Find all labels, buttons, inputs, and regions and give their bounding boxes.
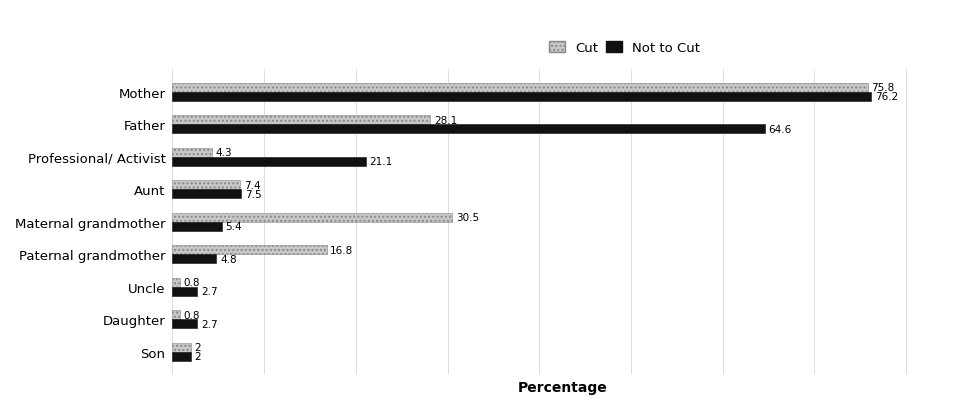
Legend: Cut, Not to Cut: Cut, Not to Cut — [543, 37, 706, 60]
Bar — [172, 222, 222, 231]
Bar — [172, 254, 217, 264]
Text: 2.7: 2.7 — [201, 287, 218, 297]
Text: 2.7: 2.7 — [201, 319, 218, 329]
Text: 7.5: 7.5 — [245, 189, 261, 199]
Bar — [172, 157, 366, 166]
Bar — [172, 278, 180, 287]
Bar — [172, 245, 327, 254]
Text: 4.8: 4.8 — [220, 254, 237, 264]
Bar — [172, 190, 241, 199]
Text: 75.8: 75.8 — [871, 83, 894, 93]
Text: 28.1: 28.1 — [434, 115, 457, 125]
Text: 0.8: 0.8 — [184, 277, 200, 288]
Text: 2: 2 — [194, 342, 201, 352]
Bar — [172, 287, 197, 296]
Bar — [172, 310, 180, 319]
Text: 5.4: 5.4 — [225, 222, 243, 231]
Bar — [172, 92, 871, 101]
Bar — [172, 125, 765, 134]
Text: 4.3: 4.3 — [216, 148, 232, 158]
Bar — [172, 352, 190, 361]
X-axis label: Percentage: Percentage — [517, 380, 607, 394]
Bar — [172, 116, 430, 125]
Bar — [172, 213, 453, 222]
Text: 2: 2 — [194, 351, 201, 362]
Text: 21.1: 21.1 — [369, 157, 393, 167]
Text: 16.8: 16.8 — [330, 245, 354, 255]
Bar — [172, 319, 197, 328]
Bar — [172, 343, 190, 352]
Text: 64.6: 64.6 — [769, 124, 792, 135]
Bar — [172, 83, 867, 92]
Text: 0.8: 0.8 — [184, 310, 200, 320]
Bar — [172, 148, 212, 157]
Text: 76.2: 76.2 — [875, 92, 898, 102]
Text: 7.4: 7.4 — [244, 180, 260, 190]
Text: 30.5: 30.5 — [455, 213, 479, 222]
Bar — [172, 181, 241, 190]
